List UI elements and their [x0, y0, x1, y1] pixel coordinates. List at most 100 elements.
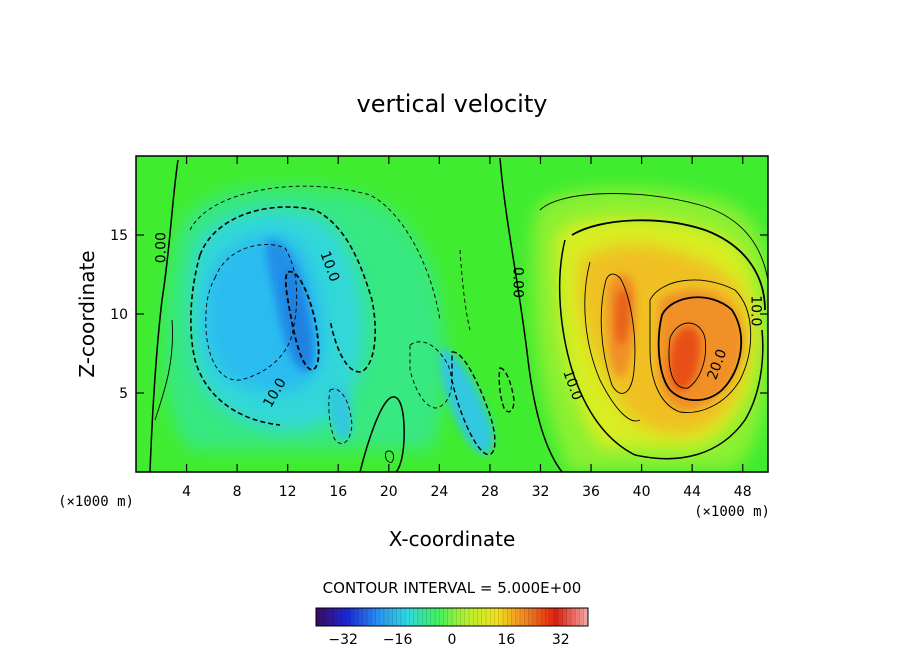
x-unit-right: (×1000 m) — [694, 504, 770, 520]
colorbar-cell — [320, 608, 325, 626]
colorbar-cell — [494, 608, 499, 626]
colorbar-cell — [507, 608, 512, 626]
colorbar-cell — [481, 608, 487, 626]
colorbar-cell — [554, 608, 559, 626]
x-tick-label: 24 — [430, 484, 448, 500]
colorbar-cell — [490, 608, 495, 626]
colorbar-cell — [371, 608, 376, 626]
x-tick-label: 28 — [481, 484, 499, 500]
colorbar-cell — [562, 608, 567, 626]
colorbar-cell — [460, 608, 465, 626]
colorbar-cell — [354, 608, 359, 626]
x-tick-label: 8 — [233, 484, 242, 500]
colorbar-cell — [498, 608, 504, 626]
colorbar-cell — [328, 608, 334, 626]
colorbar-cell — [532, 608, 538, 626]
x-unit-left: (×1000 m) — [58, 494, 134, 510]
colorbar-cell — [350, 608, 355, 626]
x-axis-label: X-coordinate — [389, 527, 516, 551]
y-tick-label: 15 — [110, 228, 128, 244]
colorbar-cell — [571, 608, 576, 626]
colorbar-tick-label: −16 — [383, 632, 413, 648]
colorbar-cell — [435, 608, 440, 626]
colorbar-cell — [456, 608, 461, 626]
colorbar-cell — [566, 608, 572, 626]
colorbar-cell — [430, 608, 436, 626]
colorbar-cell — [464, 608, 470, 626]
colorbar-cells — [315, 608, 589, 626]
colorbar-cell — [447, 608, 453, 626]
colorbar-cell — [396, 608, 402, 626]
y-tick-label: 5 — [119, 386, 128, 402]
colorbar-cell — [520, 608, 525, 626]
colorbar-cell — [358, 608, 363, 626]
contour-label: 0.00 — [510, 267, 526, 298]
y-axis: 5 10 15 — [110, 228, 768, 402]
colorbar-cell — [575, 608, 580, 626]
colorbar-cell — [375, 608, 380, 626]
x-tick-label: 36 — [582, 484, 600, 500]
contour-label: 0.00 — [153, 232, 169, 263]
colorbar-cell — [486, 608, 491, 626]
colorbar-cell — [541, 608, 546, 626]
colorbar-cell — [324, 608, 329, 626]
colorbar-cell — [443, 608, 448, 626]
y-axis-label: Z-coordinate — [75, 250, 99, 377]
colorbar-frame — [315, 607, 589, 627]
colorbar-cell — [341, 608, 346, 626]
colorbar-cell — [477, 608, 482, 626]
colorbar-cell — [413, 608, 419, 626]
x-tick-label: 32 — [532, 484, 550, 500]
colorbar-cell — [337, 608, 342, 626]
colorbar-cell — [409, 608, 414, 626]
colorbar-ticks: −32 −16 0 16 32 — [328, 632, 569, 648]
chart-title: vertical velocity — [357, 90, 548, 118]
colorbar-cell — [579, 608, 584, 626]
colorbar-cell — [524, 608, 529, 626]
colorbar-cell — [401, 608, 406, 626]
colorbar-cell — [528, 608, 533, 626]
contour-label: 10.0 — [747, 295, 763, 326]
colorbar-cell — [537, 608, 542, 626]
colorbar-cell — [549, 608, 555, 626]
colorbar-cell — [452, 608, 457, 626]
colorbar-cell — [316, 608, 321, 626]
downdraft-region — [163, 186, 494, 455]
colorbar-cell — [583, 608, 589, 626]
colorbar-tick-label: 16 — [497, 632, 515, 648]
x-axis: 4 8 12 16 20 24 28 32 36 40 44 48 — [182, 156, 752, 500]
colorbar-cell — [515, 608, 521, 626]
colorbar-cell — [545, 608, 550, 626]
colorbar-cell — [333, 608, 338, 626]
colorbar-cell — [367, 608, 372, 626]
colorbar-tick-label: −32 — [328, 632, 358, 648]
colorbar-cell — [439, 608, 444, 626]
colorbar-cell — [503, 608, 508, 626]
colorbar-cell — [362, 608, 368, 626]
colorbar-cell — [426, 608, 431, 626]
colorbar-cell — [392, 608, 397, 626]
y-tick-label: 10 — [110, 307, 128, 323]
colorbar-cell — [388, 608, 393, 626]
colorbar-cell — [384, 608, 389, 626]
colorbar-cell — [379, 608, 385, 626]
x-tick-label: 16 — [329, 484, 347, 500]
colorbar-cell — [473, 608, 478, 626]
x-tick-label: 20 — [380, 484, 398, 500]
x-tick-label: 48 — [734, 484, 752, 500]
x-tick-label: 12 — [279, 484, 297, 500]
colorbar-cell — [422, 608, 427, 626]
x-tick-label: 40 — [633, 484, 651, 500]
colorbar-cell — [469, 608, 474, 626]
x-tick-label: 44 — [683, 484, 701, 500]
contour-lines — [149, 157, 768, 472]
colorbar-cell — [511, 608, 516, 626]
x-tick-label: 4 — [182, 484, 191, 500]
colorbar-cell — [558, 608, 563, 626]
colorbar-tick-label: 32 — [552, 632, 570, 648]
colorbar-cell — [345, 608, 351, 626]
colorbar-cell — [405, 608, 410, 626]
colorbar-cell — [418, 608, 423, 626]
